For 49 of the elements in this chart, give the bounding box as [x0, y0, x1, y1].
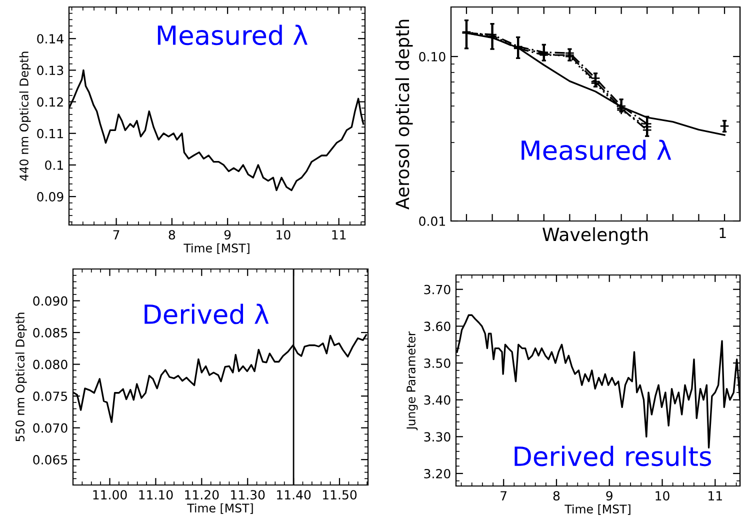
- y-tick-label: 0.10: [419, 52, 446, 62]
- x-tick-label: 11.00: [93, 490, 127, 500]
- y-axis-title: 550 nm Optical Depth: [15, 312, 27, 442]
- y-tick-label: 0.12: [37, 97, 63, 107]
- annotation: Derived λ: [144, 304, 269, 324]
- x-tick-label: 10: [276, 230, 290, 240]
- y-tick-label: 0.13: [37, 66, 64, 76]
- x-axis-title: Time [MST]: [184, 243, 250, 254]
- y-tick-label: 0.080: [33, 360, 68, 370]
- text: 1: [720, 228, 726, 238]
- x-tick-label: 9: [224, 230, 231, 240]
- y-tick-label: 0.085: [33, 328, 68, 338]
- y-tick-label: 0.065: [33, 455, 68, 465]
- x-tick-label: 10: [656, 491, 670, 501]
- x-tick-label: 11.20: [185, 490, 219, 500]
- y-axis-title: Junge Parameter: [406, 331, 418, 430]
- y-tick-label: 3.30: [424, 432, 450, 442]
- y-tick-label: 0.14: [37, 34, 64, 44]
- x-tick-label: 11: [332, 230, 346, 240]
- y-tick-label: 0.090: [33, 296, 68, 306]
- y-tick-label: 0.09: [37, 192, 64, 202]
- x-axis-title: Time [MST]: [564, 504, 630, 515]
- y-tick-label: 3.20: [424, 468, 450, 478]
- y-axis-title: 440 nm Optical Depth: [19, 52, 31, 181]
- x-tick-label: 11: [708, 491, 722, 500]
- x-tick-label: 7: [113, 230, 120, 240]
- y-tick-label: 3.50: [424, 358, 450, 368]
- x-axis-title: Time [MST]: [187, 503, 253, 514]
- y-tick-label: 3.40: [424, 395, 450, 405]
- x-tick-label: 8: [553, 491, 560, 501]
- x-tick-label: 7: [500, 491, 507, 500]
- x-tick-label: 11.40: [277, 490, 311, 500]
- x-tick-label: 11.10: [139, 490, 173, 500]
- y-axis-title: Aerosol optical depth: [395, 20, 413, 210]
- y-tick-label: 0.1: [45, 160, 63, 170]
- y-tick-label: 0.11: [37, 128, 63, 138]
- y-tick-label: 0.01: [419, 216, 445, 226]
- y-tick-label: 0.070: [33, 423, 68, 433]
- y-tick-label: 3.70: [424, 284, 450, 294]
- y-tick-label: 3.60: [424, 322, 450, 332]
- x-tick-label: 8: [168, 230, 176, 240]
- x-tick-label: 11.30: [231, 490, 265, 500]
- x-axis-title: Wavelength: [542, 227, 648, 245]
- x-tick-label: 9: [606, 491, 612, 501]
- annotation: Measured λ: [158, 24, 308, 46]
- y-tick-label: 0.075: [33, 392, 68, 401]
- x-tick-label: 11.50: [322, 490, 357, 500]
- annotation: Measured λ: [522, 140, 672, 160]
- annotation: Derived results: [514, 446, 711, 466]
